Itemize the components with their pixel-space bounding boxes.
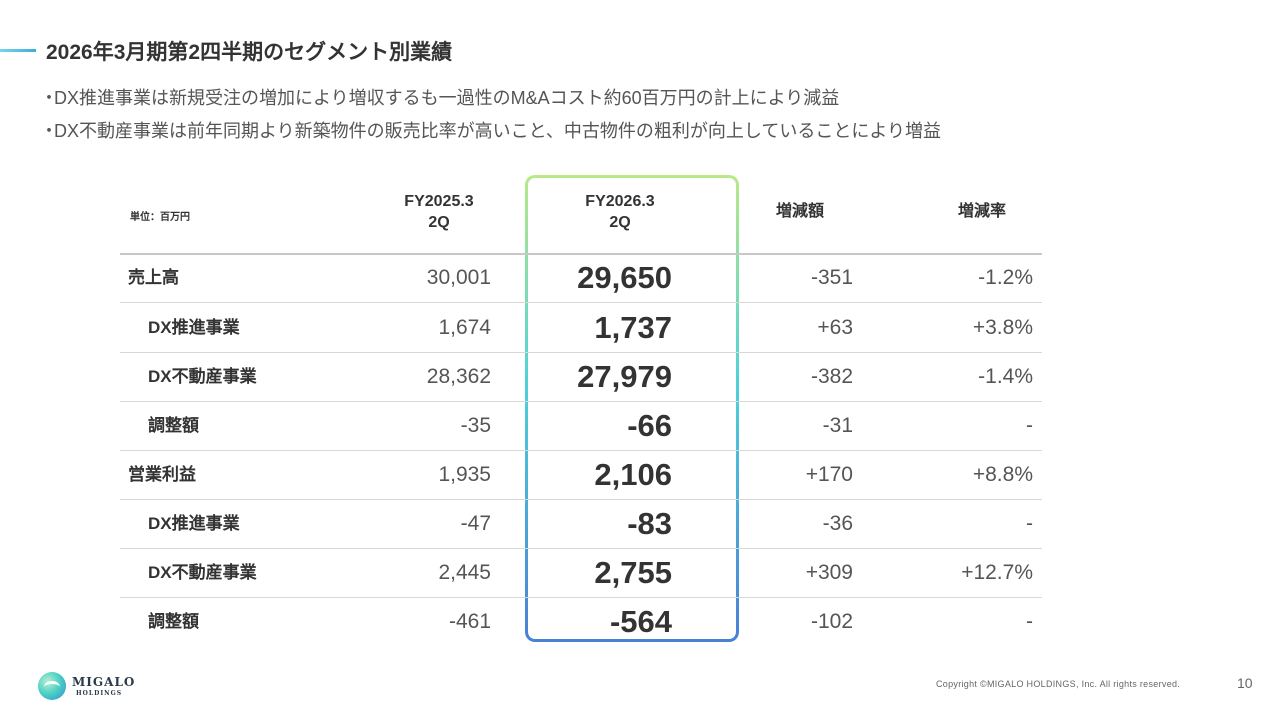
migalo-logo-icon <box>38 672 66 700</box>
rate-value: +8.8% <box>972 463 1033 486</box>
bullet-marker: ・ <box>40 88 58 108</box>
row-label: DX不動産事業 <box>148 367 257 386</box>
rate-value: -1.2% <box>978 266 1033 289</box>
bullet-item: ・DX推進事業は新規受注の増加により増収するも一過性のM&Aコスト約60百万円の… <box>40 85 941 118</box>
row-label: 売上高 <box>128 268 179 287</box>
cur-value: 29,650 <box>577 260 672 295</box>
bullet-marker: ・ <box>40 121 58 141</box>
bullet-text: DX不動産事業は前年同期より新築物件の販売比率が高いこと、中古物件の粗利が向上し… <box>54 121 942 141</box>
row-label: 調整額 <box>148 612 199 631</box>
cur-value: 2,755 <box>594 555 672 590</box>
col-header-change: 増減額 <box>775 203 824 220</box>
col-header-prev-quarter: 2Q <box>428 214 450 231</box>
row-label: 調整額 <box>148 416 199 435</box>
row-label: DX推進事業 <box>148 318 240 337</box>
table-row: 営業利益 1,935 2,106 +170 +8.8% <box>120 450 1042 500</box>
cur-value: 27,979 <box>577 359 672 394</box>
rate-value: - <box>1026 414 1033 437</box>
logo-name: MIGALO <box>72 675 136 689</box>
row-label: DX不動産事業 <box>148 563 257 582</box>
cur-value: -564 <box>609 604 672 639</box>
col-header-cur: FY2026.3 2Q <box>560 191 680 233</box>
rate-value: - <box>1026 512 1033 535</box>
col-header-rate: 増減率 <box>957 203 1006 220</box>
change-value: -36 <box>822 512 853 535</box>
prev-value: 28,362 <box>426 365 491 388</box>
col-header-prev: FY2025.3 2Q <box>380 191 498 233</box>
page-title: 2026年3月期第2四半期のセグメント別業績 <box>46 41 453 64</box>
prev-value: 1,935 <box>438 463 491 486</box>
change-value: +170 <box>805 463 853 486</box>
bullet-item: ・DX不動産事業は前年同期より新築物件の販売比率が高いこと、中古物件の粗利が向上… <box>40 118 941 151</box>
change-value: -351 <box>810 266 853 289</box>
rate-value: - <box>1026 610 1033 633</box>
table-row: DX不動産事業 2,445 2,755 +309 +12.7% <box>120 548 1042 598</box>
prev-value: 1,674 <box>438 316 491 339</box>
prev-value: -35 <box>460 414 491 437</box>
cur-value: 1,737 <box>594 310 672 345</box>
cur-value: 2,106 <box>594 457 672 492</box>
rate-value: +12.7% <box>961 561 1033 584</box>
prev-value: 30,001 <box>426 266 491 289</box>
col-header-prev-period: FY2025.3 <box>404 193 474 210</box>
title-accent-bar <box>0 49 36 52</box>
header-divider <box>120 253 1042 255</box>
col-header-cur-quarter: 2Q <box>609 214 631 231</box>
table-row: DX不動産事業 28,362 27,979 -382 -1.4% <box>120 352 1042 402</box>
bullet-list: ・DX推進事業は新規受注の増加により増収するも一過性のM&Aコスト約60百万円の… <box>40 85 941 151</box>
bullet-text: DX推進事業は新規受注の増加により増収するも一過性のM&Aコスト約60百万円の計… <box>54 88 840 108</box>
rate-value: -1.4% <box>978 365 1033 388</box>
copyright-text: Copyright ©MIGALO HOLDINGS, Inc. All rig… <box>936 679 1181 689</box>
row-label: 営業利益 <box>128 465 196 484</box>
change-value: -102 <box>810 610 853 633</box>
cur-value: -83 <box>627 506 672 541</box>
table-row: DX推進事業 1,674 1,737 +63 +3.8% <box>120 303 1042 353</box>
page-number: 10 <box>1237 675 1253 691</box>
prev-value: 2,445 <box>438 561 491 584</box>
change-value: -31 <box>822 414 853 437</box>
prev-value: -461 <box>448 610 491 633</box>
table-row: 調整額 -35 -66 -31 - <box>120 401 1042 451</box>
change-value: -382 <box>810 365 853 388</box>
prev-value: -47 <box>460 512 491 535</box>
company-logo: MIGALO HOLDINGS <box>38 670 148 704</box>
col-header-cur-period: FY2026.3 <box>585 193 655 210</box>
logo-subtitle: HOLDINGS <box>76 690 123 697</box>
rate-value: +3.8% <box>972 316 1033 339</box>
cur-value: -66 <box>627 408 672 443</box>
table-row: DX推進事業 -47 -83 -36 - <box>120 499 1042 549</box>
change-value: +309 <box>805 561 853 584</box>
table-row: 調整額 -461 -564 -102 - <box>120 597 1042 646</box>
row-label: DX推進事業 <box>148 514 240 533</box>
change-value: +63 <box>817 316 853 339</box>
unit-label: 単位：百万円 <box>130 212 190 223</box>
table-row: 売上高 30,001 29,650 -351 -1.2% <box>120 253 1042 303</box>
